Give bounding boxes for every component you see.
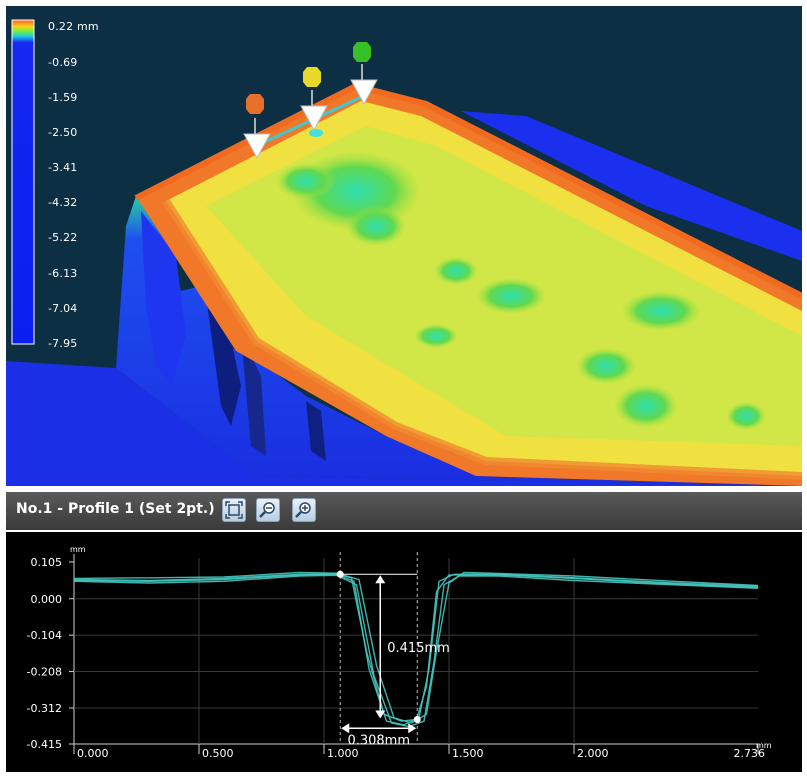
fit-frame-icon <box>225 501 243 519</box>
color-scale-tick: -6.13 <box>48 267 78 280</box>
color-scale-tick: -3.41 <box>48 161 78 174</box>
x-tick-label: 0.500 <box>202 747 234 760</box>
y-tick-label: -0.415 <box>27 738 62 751</box>
x-tick-label: 1.000 <box>327 747 359 760</box>
y-tick-label: 0.000 <box>31 593 63 606</box>
color-scale-tick: -5.22 <box>48 231 78 244</box>
color-scale-tick: -1.59 <box>48 91 78 104</box>
profile-chart-panel[interactable]: 0.105 0.000 -0.104 -0.208 -0.312 -0.415 0.000 0… <box>6 532 802 772</box>
width-measurement-label: 0.308mm <box>347 733 410 748</box>
marker-1-pin-icon[interactable] <box>243 94 271 160</box>
y-unit-label: mm <box>70 545 86 554</box>
depth-measurement-label: 0.415mm <box>387 641 450 656</box>
zoom-in-icon <box>295 502 311 518</box>
depth-arrow-head-bottom <box>375 710 386 719</box>
profile-series-line-4 <box>73 573 759 722</box>
depth-arrow-head-top <box>375 575 386 584</box>
profile-chart: 0.105 0.000 -0.104 -0.208 -0.312 -0.415 0.000 0… <box>27 545 772 760</box>
zoom-out-button[interactable] <box>256 498 280 522</box>
profile-panel-header: No.1 - Profile 1 (Set 2pt.) <box>6 492 802 530</box>
color-scale-tick: -7.04 <box>48 302 78 315</box>
color-scale-max-label: 0.22 mm <box>48 20 99 33</box>
color-scale-bar <box>11 19 35 345</box>
profile-series-line-3 <box>73 571 759 724</box>
panel-title: No.1 - Profile 1 (Set 2pt.) <box>16 501 215 517</box>
x-unit-label: mm <box>756 741 772 750</box>
color-scale-tick: -7.95 <box>48 337 78 350</box>
width-arrow-head-left <box>341 723 350 734</box>
zoom-out-icon <box>259 502 275 518</box>
x-tick-label: 1.500 <box>452 747 484 760</box>
measure-point-1 <box>336 570 344 578</box>
3d-height-map-view[interactable]: 0.22 mm -0.69 -1.59 -2.50 -3.41 -4.32 -5… <box>6 6 802 486</box>
measure-point-2 <box>413 716 421 723</box>
width-arrow-head-right <box>408 723 417 734</box>
color-scale-tick: -4.32 <box>48 196 78 209</box>
y-tick-label: 0.105 <box>31 556 63 569</box>
x-tick-label: 2.736 <box>734 747 766 760</box>
y-tick-label: -0.104 <box>27 629 62 642</box>
color-scale-tick: -0.69 <box>48 56 78 69</box>
zoom-in-button[interactable] <box>292 498 316 522</box>
x-tick-label: 0.000 <box>77 747 109 760</box>
y-tick-label: -0.208 <box>27 666 62 679</box>
marker-3-pin-icon[interactable] <box>350 42 378 106</box>
y-tick-label: -0.312 <box>27 702 62 715</box>
3d-surface-render <box>6 19 802 486</box>
marker-2-pin-icon[interactable] <box>300 67 328 132</box>
color-scale-tick: -2.50 <box>48 126 78 139</box>
fit-view-button[interactable] <box>222 498 246 522</box>
x-tick-label: 2.000 <box>577 747 609 760</box>
